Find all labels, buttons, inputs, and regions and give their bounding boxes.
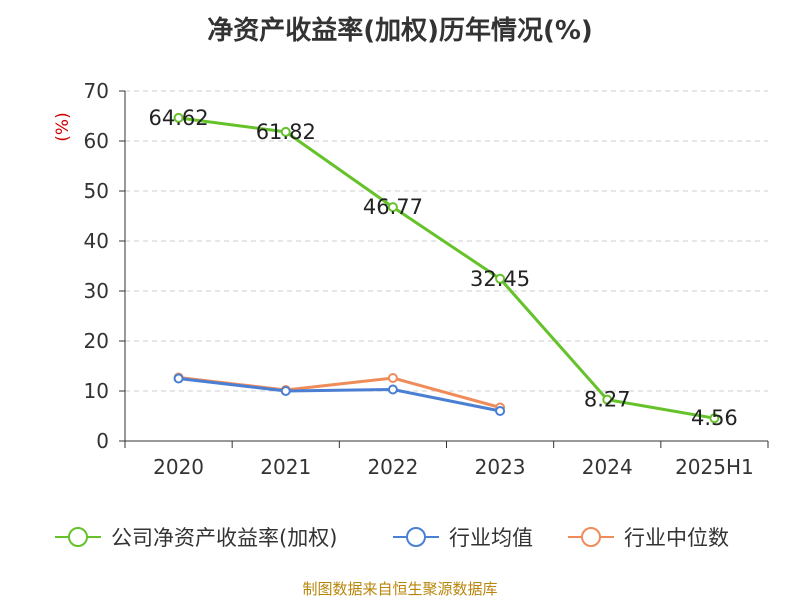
legend-marker-2	[581, 527, 601, 547]
legend-label-1: 行业均值	[449, 526, 533, 550]
data-point-2	[387, 373, 398, 383]
data-point-0	[280, 126, 291, 137]
y-tick-label: 0	[96, 429, 109, 453]
series-line-2	[178, 376, 501, 409]
y-tick-label: 30	[84, 279, 109, 303]
legend-label-0: 公司净资产收益率(加权)	[111, 526, 337, 550]
x-tick-label: 2022	[367, 455, 418, 479]
x-tick-label: 2023	[475, 455, 526, 479]
y-tick-label: 10	[84, 379, 109, 403]
data-point-0	[495, 273, 506, 284]
x-tick-label: 2021	[260, 455, 311, 479]
y-tick-label: 50	[84, 179, 109, 203]
y-tick-label: 60	[84, 129, 109, 153]
legend-marker-0	[68, 527, 88, 547]
source-note: 制图数据来自恒生聚源数据库	[302, 580, 498, 598]
y-tick-label: 70	[84, 79, 109, 103]
data-point-0	[709, 413, 720, 424]
data-point-1	[387, 384, 398, 395]
legend-label-2: 行业中位数	[624, 526, 729, 550]
data-point-0	[173, 112, 184, 123]
x-tick-label: 2025H1	[675, 455, 754, 479]
data-point-0	[602, 394, 613, 405]
data-label: 32.45	[470, 267, 530, 291]
chart-title: 净资产收益率(加权)历年情况(%)	[207, 16, 593, 46]
legend-marker-1	[406, 527, 426, 547]
data-label: 8.27	[584, 388, 631, 412]
series-line-1	[178, 377, 501, 413]
x-tick-label: 2024	[582, 455, 633, 479]
data-label: 46.77	[363, 195, 423, 219]
y-tick-label: 20	[84, 329, 109, 353]
data-label: 4.56	[691, 406, 738, 430]
data-point-1	[495, 406, 506, 416]
x-tick-label: 2020	[153, 455, 204, 479]
y-tick-label: 40	[84, 229, 109, 253]
data-label: 61.82	[256, 120, 316, 144]
series-line-0	[178, 116, 715, 420]
y-axis-label: (%)	[53, 112, 73, 141]
data-point-1	[280, 386, 291, 396]
data-point-0	[387, 202, 398, 213]
data-point-1	[173, 373, 184, 384]
data-label: 64.62	[149, 106, 209, 130]
